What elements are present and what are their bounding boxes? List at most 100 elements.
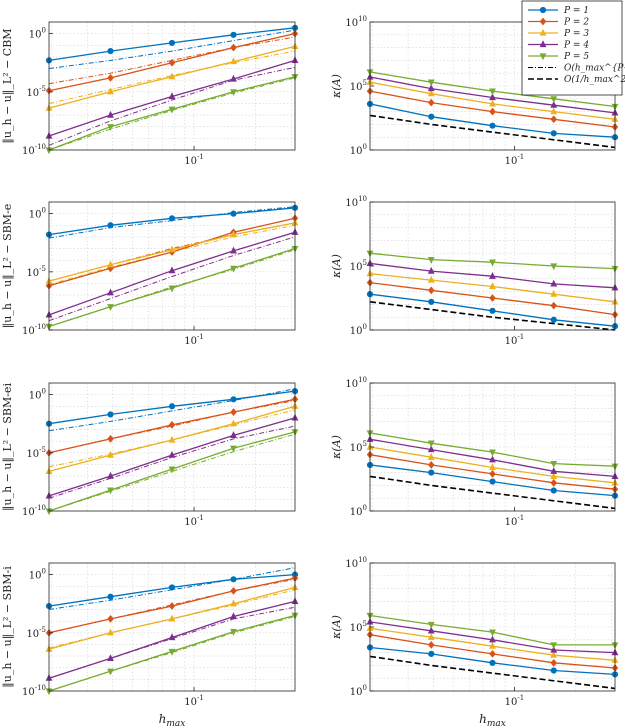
- data-point: [168, 39, 176, 47]
- data-point: [427, 453, 435, 460]
- data-point: [230, 246, 237, 254]
- data-point: [550, 316, 557, 323]
- y-tick-label: 10-10: [22, 504, 46, 518]
- data-point: [489, 294, 496, 302]
- data-point: [168, 72, 176, 80]
- plot-area: [49, 202, 295, 330]
- data-point: [168, 602, 176, 610]
- data-point: [428, 113, 435, 120]
- series-p1: [45, 388, 299, 427]
- axes-box: [48, 21, 296, 151]
- series-p2: [45, 29, 299, 95]
- y-tick-label: 100: [350, 684, 367, 698]
- legend-marker: [539, 6, 547, 14]
- x-tick-label: 10-1: [505, 333, 525, 347]
- data-point: [230, 230, 237, 238]
- series-p1: [366, 100, 619, 141]
- y-axis-label: ‖u_h − u‖_L² − SBM-e: [1, 204, 15, 329]
- data-point: [489, 88, 496, 96]
- data-point: [230, 57, 237, 65]
- reference-line: [48, 29, 296, 69]
- data-point: [107, 73, 114, 82]
- data-point: [107, 411, 114, 418]
- data-point: [168, 245, 176, 253]
- y-axis-label: ‖u_h − u‖_L² − SBM-i: [1, 566, 15, 688]
- data-point: [230, 210, 237, 217]
- reference-line-h2: [369, 301, 616, 331]
- data-point: [427, 286, 435, 295]
- series-p5: [45, 612, 299, 696]
- data-point: [107, 471, 114, 479]
- data-point: [489, 635, 496, 643]
- y-tick-label: 105: [350, 79, 367, 93]
- data-point: [107, 668, 114, 676]
- data-point: [107, 110, 114, 118]
- data-point: [550, 130, 557, 137]
- data-point: [427, 89, 435, 97]
- data-point: [230, 265, 237, 273]
- axes-box: [48, 201, 296, 331]
- data-point: [489, 455, 496, 463]
- y-tick-label: 100: [29, 388, 46, 402]
- legend-marker: [539, 40, 547, 48]
- series-p4: [366, 435, 619, 480]
- data-point: [489, 282, 496, 290]
- data-point: [230, 43, 237, 52]
- y-tick-label: 100: [29, 27, 46, 41]
- y-tick-label: 10-5: [26, 265, 46, 279]
- data-point: [489, 307, 496, 314]
- reference-line: [48, 236, 296, 322]
- data-point: [230, 31, 237, 38]
- data-point: [427, 445, 435, 453]
- data-point: [489, 122, 496, 129]
- legend-label-ref1: O(h_max^{P+1}): [564, 63, 625, 74]
- data-point: [107, 87, 114, 95]
- data-point: [230, 408, 237, 416]
- data-point: [168, 450, 176, 458]
- data-point: [550, 96, 558, 104]
- plot-area: [49, 383, 295, 511]
- x-tick-label: 10-1: [505, 514, 525, 528]
- series-p5: [366, 612, 619, 650]
- y-tick-label: 100: [350, 323, 367, 337]
- series-p2: [366, 87, 619, 131]
- x-axis-label: hmax: [479, 712, 506, 728]
- data-point: [550, 289, 558, 297]
- reference-line: [48, 77, 296, 151]
- data-point: [168, 648, 176, 656]
- data-point: [550, 467, 558, 474]
- data-point: [550, 642, 558, 650]
- data-point: [489, 272, 496, 279]
- data-point: [168, 106, 176, 114]
- y-tick-label: 100: [29, 568, 46, 582]
- y-tick-label: 10-10: [22, 143, 46, 157]
- data-point: [168, 435, 176, 443]
- data-point: [107, 628, 114, 636]
- series-p1: [45, 571, 299, 610]
- x-tick-label: 10-1: [184, 153, 204, 167]
- data-point: [107, 260, 114, 268]
- data-point: [168, 466, 176, 474]
- data-point: [427, 633, 435, 640]
- data-point: [428, 650, 435, 657]
- legend-marker: [539, 28, 547, 36]
- reference-line: [48, 50, 296, 104]
- chart-panel-error-sbm-e: 100 10-5 10-10 10-1 ‖u_h − u‖_L² − SBM-e: [1, 201, 299, 347]
- y-tick-label: 1010: [345, 376, 367, 390]
- data-point: [427, 257, 435, 264]
- data-point: [550, 667, 557, 674]
- data-point: [427, 626, 435, 634]
- y-axis-label: κ(A): [330, 615, 343, 640]
- data-point: [489, 107, 496, 116]
- series-p2: [45, 574, 299, 637]
- y-tick-label: 10-5: [26, 626, 46, 640]
- chart-panel-error-sbm-ei: 100 10-5 10-10 10-1 ‖u_h − u‖_L² − SBM-ei: [1, 383, 299, 528]
- data-point: [107, 288, 114, 296]
- data-point: [107, 450, 114, 458]
- data-point: [427, 266, 435, 274]
- series-p3: [45, 218, 299, 284]
- data-point: [427, 621, 435, 629]
- legend-label: P = 4: [563, 41, 589, 51]
- y-tick-label: 100: [29, 207, 46, 221]
- x-axis-label: hmax: [159, 712, 186, 728]
